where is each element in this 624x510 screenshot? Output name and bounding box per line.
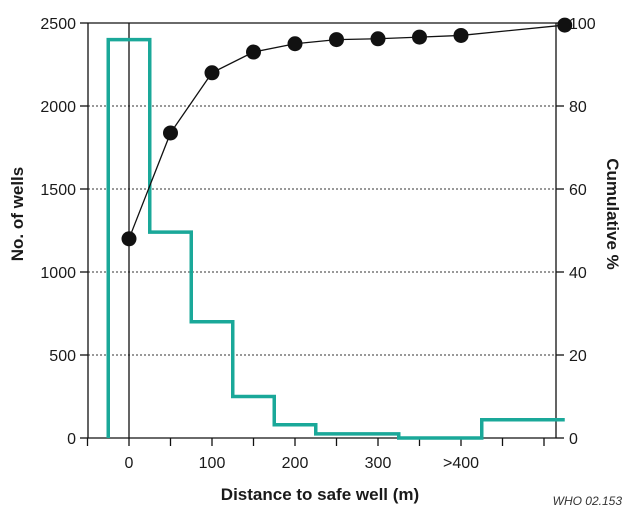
histogram-bar <box>482 420 565 438</box>
y2-axis-title: Cumulative % <box>603 158 622 269</box>
figure-credit: WHO 02.153 <box>553 494 623 508</box>
x-tick-label: 0 <box>125 455 134 472</box>
histogram-bar <box>316 434 399 438</box>
x-tick-label: 100 <box>199 455 226 472</box>
y-tick-label: 1000 <box>40 265 76 282</box>
y-axis-title: No. of wells <box>8 167 27 261</box>
cumulative-point <box>329 32 344 48</box>
y-tick-label: 0 <box>67 431 76 448</box>
axes <box>80 22 564 446</box>
y2-tick-label: 0 <box>569 431 578 448</box>
y-tick-label: 500 <box>49 348 76 365</box>
histogram-bar <box>191 322 233 438</box>
cumulative-point <box>163 125 178 141</box>
histogram-bar <box>274 425 316 438</box>
cumulative-layer <box>121 17 573 247</box>
y2-tick-label: 100 <box>569 16 596 33</box>
cumulative-point <box>412 29 427 45</box>
y-tick-label: 2500 <box>40 16 76 33</box>
y-tick-label: 2000 <box>40 99 76 116</box>
y2-tick-label: 20 <box>569 348 587 365</box>
histogram-outline <box>106 37 565 440</box>
cumulative-point <box>370 31 386 47</box>
cumulative-line <box>128 24 565 240</box>
cumulative-point <box>287 36 303 52</box>
x-tick-label: 300 <box>365 455 392 472</box>
grid <box>88 105 556 356</box>
histogram-bar <box>150 232 192 438</box>
y2-tick-label: 40 <box>569 265 587 282</box>
cumulative-point <box>121 231 137 247</box>
x-tick-label: 200 <box>282 455 309 472</box>
x-tick-label: >400 <box>443 455 479 472</box>
x-axis-title: Distance to safe well (m) <box>221 485 419 504</box>
cumulative-point <box>204 65 220 81</box>
histogram-bar <box>233 397 275 439</box>
y2-tick-label: 60 <box>569 182 587 199</box>
cumulative-point <box>557 17 573 33</box>
y2-tick-label: 80 <box>569 99 587 116</box>
y-tick-label: 1500 <box>40 182 76 199</box>
cumulative-point <box>246 44 261 60</box>
histogram-layer <box>106 37 565 440</box>
cumulative-point <box>453 27 469 43</box>
